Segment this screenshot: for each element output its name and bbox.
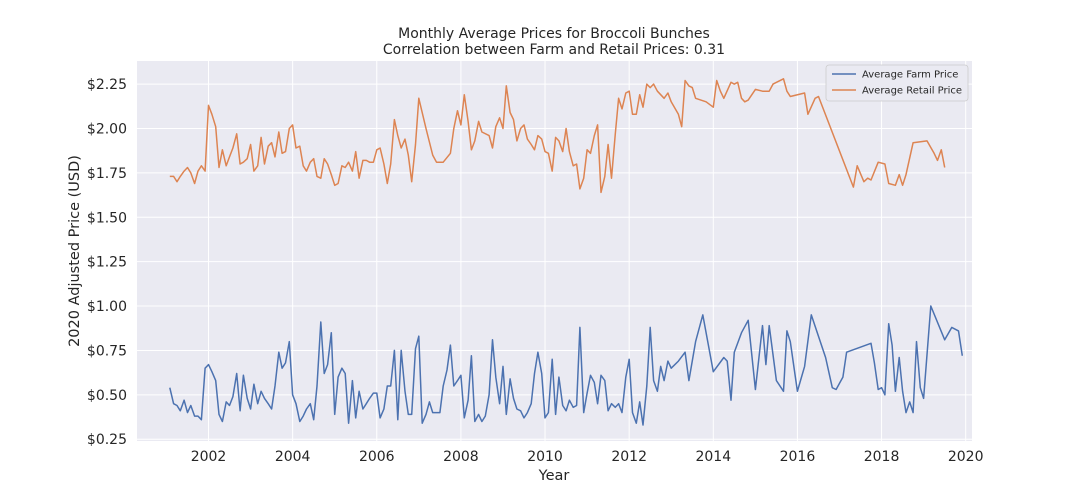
series-line-farm (169, 305, 964, 426)
x-tick-label: 2018 (864, 449, 900, 465)
x-tick-label: 2004 (275, 449, 311, 465)
y-tick-label: $1.50 (87, 210, 127, 226)
x-tick-label: 2020 (948, 449, 984, 465)
plot-area (137, 61, 972, 441)
x-tick-label: 2008 (443, 449, 479, 465)
gridlines (137, 61, 972, 441)
legend-label-farm: Average Farm Price (862, 70, 958, 81)
y-tick-label: $1.00 (87, 299, 127, 315)
y-tick-label: $0.75 (87, 343, 127, 359)
x-tick-label: 2010 (527, 449, 563, 465)
y-axis-label: 2020 Adjusted Price (USD) (67, 155, 83, 347)
legend-label-retail: Average Retail Price (862, 86, 962, 97)
x-tick-label: 2016 (780, 449, 816, 465)
legend-box (825, 64, 969, 102)
y-tick-label: $2.25 (87, 77, 127, 93)
legend: Average Farm Price Average Retail Price (825, 64, 969, 102)
y-tick-label: $0.50 (87, 388, 127, 404)
x-tick-label: 2006 (359, 449, 395, 465)
series-lines (169, 78, 964, 426)
y-tick-label: $1.25 (87, 255, 127, 271)
x-tick-label: 2014 (695, 449, 731, 465)
chart-title: Monthly Average Prices for Broccoli Bunc… (398, 26, 710, 42)
x-axis-ticks: 2002 2004 2006 2008 2010 2012 2014 2016 2018 2020 (191, 449, 984, 465)
y-axis-ticks: $0.25 $0.50 $0.75 $1.00 $1.25 $1.50 $1.75 $2.00… (87, 77, 127, 448)
x-axis-label: Year (538, 468, 570, 484)
y-tick-label: $0.25 (87, 432, 127, 448)
series-line-retail (169, 78, 946, 194)
x-tick-label: 2002 (191, 449, 227, 465)
chart-subtitle: Correlation between Farm and Retail Pric… (383, 42, 725, 58)
y-tick-label: $1.75 (87, 166, 127, 182)
x-tick-label: 2012 (611, 449, 647, 465)
y-tick-label: $2.00 (87, 121, 127, 137)
